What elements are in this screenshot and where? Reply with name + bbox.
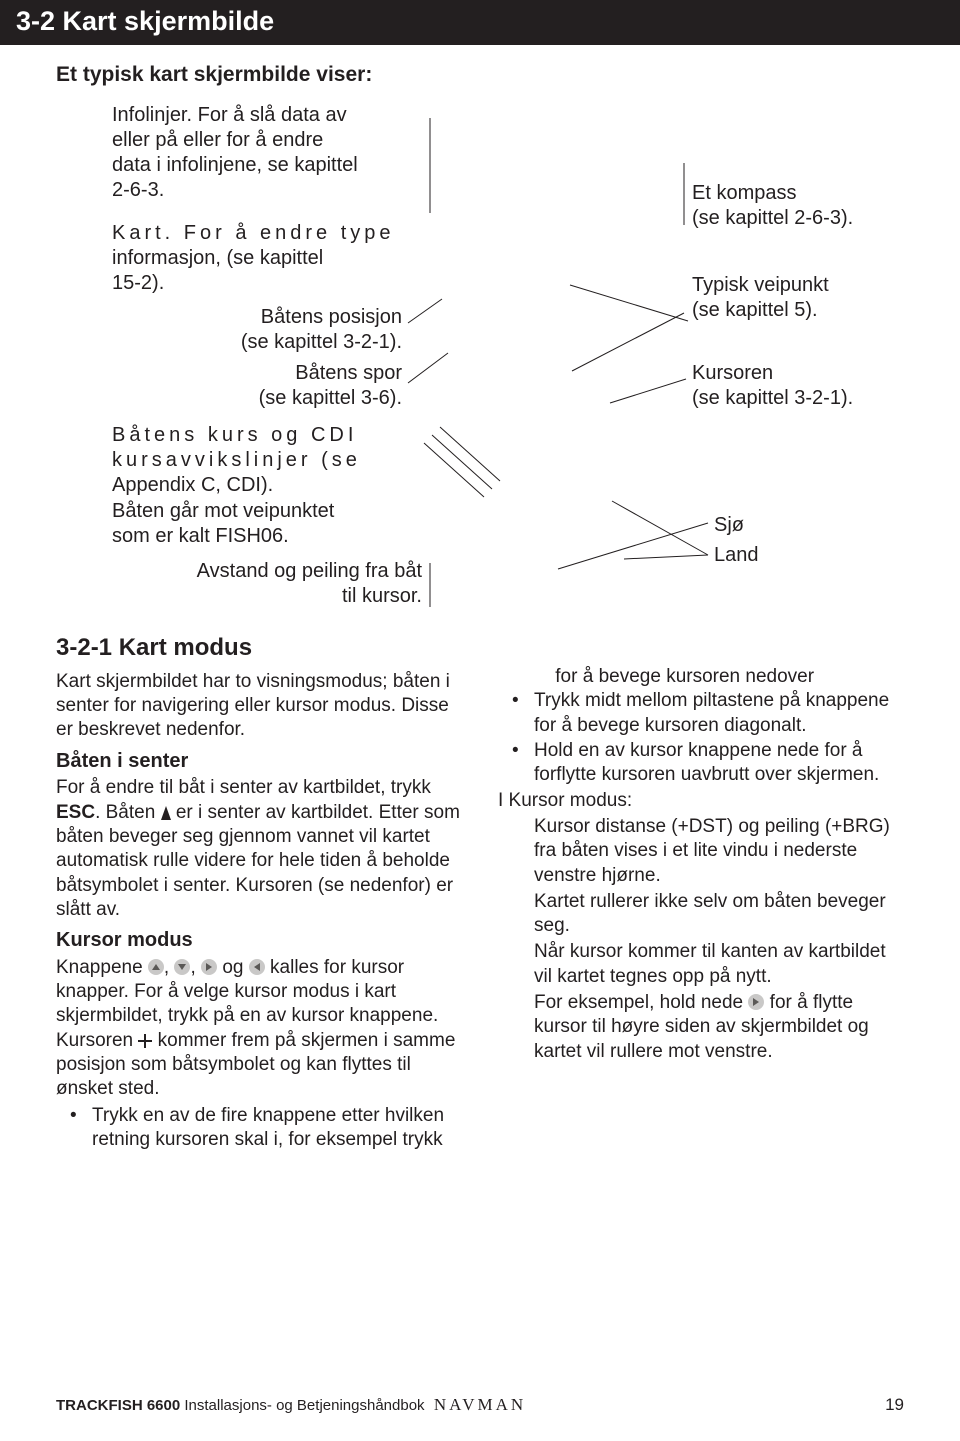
footer-product: TRACKFISH 6600: [56, 1397, 180, 1414]
label-kompass-l0: Et kompass: [692, 182, 796, 204]
label-typisk-l0: Typisk veipunkt: [692, 274, 829, 296]
heading-kursor-modus: Kursor modus: [56, 928, 462, 954]
arrow-right-icon-2: [748, 994, 764, 1010]
label-veipunktet-l0: Båten går mot veipunktet: [112, 500, 334, 522]
label-kart-l0: Kart. For å endre type: [112, 222, 395, 244]
label-spor: Båtens spor (se kapittel 3-6).: [112, 361, 402, 411]
label-kart-l2: 15-2).: [112, 272, 164, 294]
label-kart-l1: informasjon, (se kapittel: [112, 247, 323, 269]
p2a: For å endre til båt i senter av kartbild…: [56, 777, 431, 798]
label-kursoren-l1: (se kapittel 3-2-1).: [692, 387, 853, 409]
p4: I Kursor modus:: [498, 789, 904, 813]
label-land-l0: Land: [714, 544, 759, 566]
ind1: Kursor distanse (+DST) og peiling (+BRG)…: [498, 815, 904, 888]
ind2: Kartet rullerer ikke selv om båten beveg…: [498, 890, 904, 939]
bullet-1: Trykk en av de fire knappene etter hvilk…: [56, 1104, 462, 1153]
label-infolinjer-l0: Infolinjer. For å slå data av: [112, 104, 347, 126]
p3a: Knappene: [56, 957, 148, 978]
p3b: og: [217, 957, 249, 978]
intro-block: Et typisk kart skjermbilde viser: Infoli…: [0, 45, 960, 593]
label-infolinjer-l3: 2-6-3.: [112, 179, 164, 201]
boat-icon: [161, 806, 171, 820]
ind4a: For eksempel, hold nede: [534, 992, 748, 1013]
label-sjo-l0: Sjø: [714, 514, 744, 536]
bullet-3: Hold en av kursor knappene nede for å fo…: [498, 739, 904, 788]
bullet-2: Trykk midt mellom piltastene på knappene…: [498, 689, 904, 738]
label-veipunktet-l1: som er kalt FISH06.: [112, 525, 289, 547]
para-intro: Kart skjermbildet har to visningsmodus; …: [56, 670, 462, 743]
footer-page: 19: [526, 1395, 904, 1415]
esc-key: ESC: [56, 802, 95, 823]
label-posisjon-l1: (se kapittel 3-2-1).: [241, 331, 402, 353]
intro-subtitle: Et typisk kart skjermbilde viser:: [56, 63, 900, 87]
label-kompass-l1: (se kapittel 2-6-3).: [692, 207, 853, 229]
footer-left: TRACKFISH 6600 Installasjons- og Betjeni…: [56, 1397, 434, 1414]
label-kurs-l0: Båtens kurs og CDI: [112, 424, 357, 446]
right-column: for å bevege kursoren nedover Trykk midt…: [498, 633, 904, 1153]
diagram-area: Infolinjer. For å slå data av eller på e…: [112, 103, 960, 593]
label-spor-l0: Båtens spor: [295, 362, 402, 384]
ind3: Når kursor kommer til kanten av kartbild…: [498, 940, 904, 989]
label-kompass: Et kompass (se kapittel 2-6-3).: [692, 181, 952, 231]
arrow-right-icon: [201, 959, 217, 975]
label-kursoren-l0: Kursoren: [692, 362, 773, 384]
section-heading: 3-2 Kart skjermbilde: [0, 0, 960, 45]
label-kurs-l2: Appendix C, CDI).: [112, 474, 273, 496]
footer-title: Installasjons- og Betjeningshåndbok: [180, 1397, 424, 1414]
label-infolinjer: Infolinjer. For å slå data av eller på e…: [112, 103, 422, 203]
label-kursoren: Kursoren (se kapittel 3-2-1).: [692, 361, 952, 411]
right-bullets: Trykk midt mellom piltastene på knappene…: [498, 689, 904, 787]
label-kurs-l1: kursavvikslinjer (se: [112, 449, 361, 471]
label-infolinjer-l1: eller på eller for å endre: [112, 129, 323, 151]
cursor-plus-icon: [138, 1034, 152, 1048]
arrow-down-icon: [174, 959, 190, 975]
footer: TRACKFISH 6600 Installasjons- og Betjeni…: [0, 1395, 960, 1415]
label-kurs: Båtens kurs og CDI kursavvikslinjer (se …: [112, 423, 422, 498]
p2b: . Båten: [95, 802, 161, 823]
label-spor-l1: (se kapittel 3-6).: [259, 387, 402, 409]
label-typisk-l1: (se kapittel 5).: [692, 299, 818, 321]
para-baten-i-senter: For å endre til båt i senter av kartbild…: [56, 776, 462, 922]
label-avstand-l1: til kursor.: [342, 585, 422, 607]
label-typisk: Typisk veipunkt (se kapittel 5).: [692, 273, 952, 323]
label-infolinjer-l2: data i infolinjene, se kapittel: [112, 154, 358, 176]
label-avstand-l0: Avstand og peiling fra båt: [197, 560, 422, 582]
label-posisjon-l0: Båtens posisjon: [261, 306, 402, 328]
label-sjo: Sjø: [714, 513, 744, 538]
label-avstand: Avstand og peiling fra båt til kursor.: [112, 559, 422, 609]
label-veipunktet: Båten går mot veipunktet som er kalt FIS…: [112, 499, 422, 549]
left-column: 3-2-1 Kart modus Kart skjermbildet har t…: [56, 633, 462, 1153]
ind4: For eksempel, hold nede for å flytte kur…: [498, 991, 904, 1064]
label-posisjon: Båtens posisjon (se kapittel 3-2-1).: [112, 305, 402, 355]
label-land: Land: [714, 543, 759, 568]
heading-baten-i-senter: Båten i senter: [56, 749, 462, 775]
page: 3-2 Kart skjermbilde Et typisk kart skje…: [0, 0, 960, 1441]
arrow-up-icon: [148, 959, 164, 975]
cont1: for å bevege kursoren nedover: [555, 666, 814, 687]
label-kart: Kart. For å endre type informasjon, (se …: [112, 221, 422, 296]
two-column-body: 3-2-1 Kart modus Kart skjermbildet har t…: [0, 633, 960, 1153]
cont-line: for å bevege kursoren nedover: [498, 665, 904, 689]
left-bullets: Trykk en av de fire knappene etter hvilk…: [56, 1104, 462, 1153]
arrow-left-icon: [249, 959, 265, 975]
subsection-heading: 3-2-1 Kart modus: [56, 633, 462, 664]
para-kursor-modus: Knappene , , og kalles for kursor knappe…: [56, 956, 462, 1102]
footer-brand: NAVMAN: [434, 1395, 526, 1415]
